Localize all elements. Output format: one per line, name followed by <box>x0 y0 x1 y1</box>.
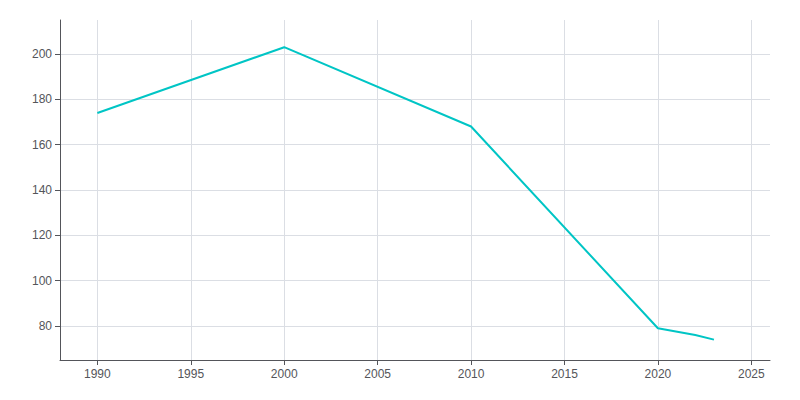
svg-text:140: 140 <box>32 183 52 197</box>
svg-text:2005: 2005 <box>364 367 391 381</box>
svg-text:2025: 2025 <box>738 367 765 381</box>
svg-text:200: 200 <box>32 47 52 61</box>
svg-text:180: 180 <box>32 92 52 106</box>
svg-text:2000: 2000 <box>271 367 298 381</box>
svg-text:2015: 2015 <box>551 367 578 381</box>
svg-text:1995: 1995 <box>177 367 204 381</box>
svg-text:2010: 2010 <box>458 367 485 381</box>
svg-text:80: 80 <box>39 319 53 333</box>
svg-text:160: 160 <box>32 138 52 152</box>
svg-text:100: 100 <box>32 274 52 288</box>
svg-text:120: 120 <box>32 228 52 242</box>
svg-text:1990: 1990 <box>84 367 111 381</box>
svg-text:2020: 2020 <box>645 367 672 381</box>
